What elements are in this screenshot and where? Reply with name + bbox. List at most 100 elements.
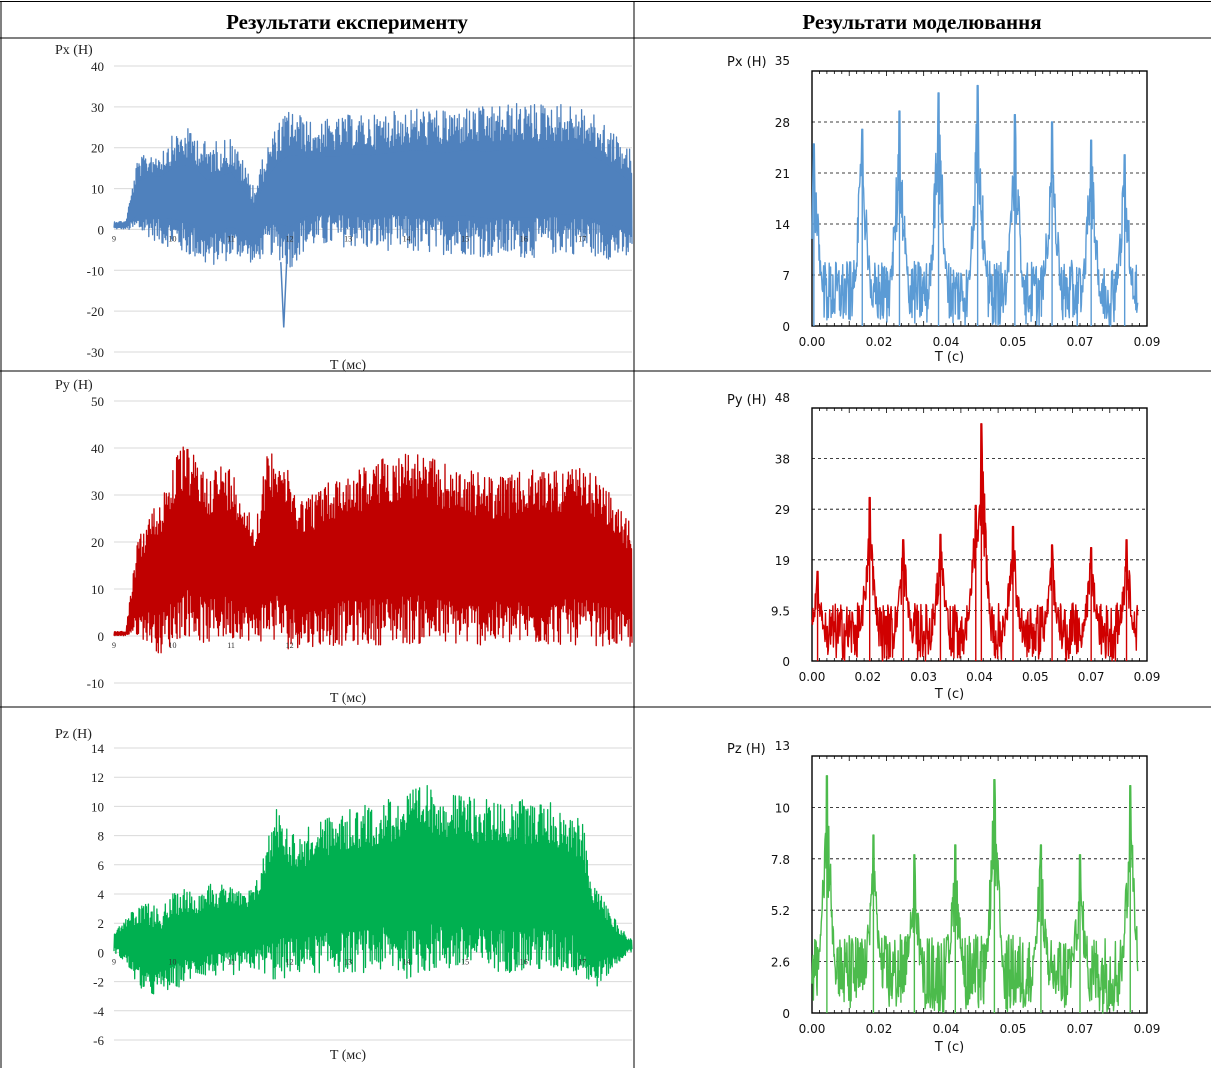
x-tick-label: 0.04 (933, 335, 960, 349)
x-tick-label: 9 (112, 641, 116, 650)
y-tick-label: 10 (91, 582, 104, 597)
x-tick-label: 0.05 (1022, 670, 1049, 684)
header-simulation: Результати моделювання (802, 10, 1041, 34)
y-tick-label: 30 (91, 488, 104, 503)
signal-core (114, 499, 630, 635)
x-tick-label: 0.02 (866, 1022, 893, 1036)
y-tick-label: 38 (775, 453, 790, 467)
x-tick-label: 11 (227, 957, 235, 966)
x-tick-label: 10 (169, 641, 177, 650)
y-tick-label: 12 (91, 770, 104, 785)
y-axis-label: Px (H) (727, 55, 767, 70)
x-tick-label: 16 (520, 957, 528, 966)
x-axis-label: T (c) (934, 1040, 964, 1055)
chart-exp_px: 40 30 20 10 0 -10 -20 -30 Px (H) T (мс) 9 10 11 12 13 1… (55, 43, 633, 373)
x-tick-label: 0.03 (910, 670, 937, 684)
x-tick-label: 13 (344, 957, 352, 966)
y-tick-label: 21 (775, 167, 790, 181)
y-tick-label: 14 (91, 741, 105, 756)
x-tick-label: 0.02 (854, 670, 881, 684)
x-axis-label: T (мс) (330, 358, 367, 373)
y-tick-label: 0 (782, 320, 790, 334)
x-tick-label: 0.07 (1078, 670, 1105, 684)
x-tick-label: 15 (461, 957, 469, 966)
y-tick-label: 0 (98, 629, 105, 644)
x-tick-label: 0.05 (1000, 335, 1027, 349)
spike-mark (280, 262, 288, 328)
x-tick-label: 17 (578, 957, 586, 966)
x-tick-label: 0.00 (799, 335, 826, 349)
x-tick-label: 0.04 (966, 670, 993, 684)
x-tick-label: 0.09 (1134, 335, 1161, 349)
x-tick-label: 9 (112, 957, 116, 966)
y-tick-label: 29 (775, 503, 790, 517)
x-tick-label: 11 (227, 234, 235, 243)
y-tick-label: 50 (91, 394, 104, 409)
y-tick-label: -6 (93, 1033, 104, 1048)
signal-core (114, 147, 630, 245)
y-tick-label: 0 (98, 945, 105, 960)
x-tick-label: 16 (520, 234, 528, 243)
y-tick-label: 7 (782, 269, 790, 283)
y-tick-label: 0 (782, 1007, 790, 1021)
x-axis-label: T (мс) (330, 691, 367, 706)
x-tick-label: 0.05 (1000, 1022, 1027, 1036)
y-tick-label: 14 (775, 218, 790, 232)
plot-frame (811, 407, 1148, 662)
y-tick-label: 0 (98, 222, 105, 237)
x-axis-label: T (мс) (330, 1048, 367, 1063)
y-tick-label: 10 (775, 801, 790, 815)
y-axis-label: Py (H) (727, 393, 767, 408)
y-tick-label: 7.8 (771, 853, 790, 867)
y-tick-label: 48 (775, 391, 790, 405)
y-tick-label: 8 (98, 829, 105, 844)
y-tick-label: -30 (87, 345, 104, 360)
x-tick-label: 14 (403, 957, 411, 966)
y-tick-label: -2 (93, 975, 104, 990)
x-tick-label: 15 (461, 234, 469, 243)
y-tick-label: -4 (93, 1004, 104, 1019)
y-tick-label: 35 (775, 54, 790, 68)
y-tick-label: 5.2 (771, 904, 790, 918)
y-axis-label: Py (H) (55, 378, 93, 393)
x-tick-label: 0.09 (1134, 670, 1161, 684)
signal-trace (811, 84, 1139, 327)
y-tick-label: -10 (87, 263, 104, 278)
y-tick-label: 19 (775, 554, 790, 568)
x-axis-label: T (c) (934, 350, 964, 365)
x-axis-label: T (c) (934, 687, 964, 702)
y-tick-label: 10 (91, 182, 104, 197)
x-tick-label: 11 (227, 641, 235, 650)
y-tick-label: 10 (91, 799, 104, 814)
signal-core (114, 839, 630, 973)
y-tick-label: 9.5 (771, 604, 790, 618)
signal-trace (811, 775, 1139, 1014)
x-tick-label: 10 (169, 234, 177, 243)
x-tick-label: 0.07 (1067, 335, 1094, 349)
x-tick-label: 0.00 (799, 1022, 826, 1036)
y-axis-label: Pz (H) (727, 742, 766, 757)
x-tick-label: 12 (286, 641, 294, 650)
signal-trace (811, 423, 1139, 662)
x-tick-label: 0.02 (866, 335, 893, 349)
y-tick-label: 13 (775, 739, 790, 753)
x-tick-label: 13 (344, 234, 352, 243)
y-tick-label: 20 (91, 141, 104, 156)
chart-exp_py: 50 40 30 20 10 0 -10 Py (H) T (мс) 9 10 11 12 (55, 378, 633, 706)
x-tick-label: 12 (286, 234, 294, 243)
y-tick-label: 2 (98, 916, 105, 931)
x-tick-label: 0.09 (1134, 1022, 1161, 1036)
y-axis-label: Px (H) (55, 43, 93, 58)
x-tick-label: 0.00 (799, 670, 826, 684)
y-tick-label: 2.6 (771, 956, 790, 970)
y-tick-label: 0 (782, 655, 790, 669)
chart-sim_px: 0 7 14 21 28 35 0.00 0.02 0.04 0.05 0.07 0.09 Px (H)… (727, 54, 1160, 365)
x-tick-label: 0.04 (933, 1022, 960, 1036)
y-tick-label: -20 (87, 304, 104, 319)
y-tick-label: 40 (91, 441, 104, 456)
y-tick-label: 20 (91, 535, 104, 550)
y-axis-label: Pz (H) (55, 727, 92, 742)
y-tick-label: 6 (98, 858, 105, 873)
